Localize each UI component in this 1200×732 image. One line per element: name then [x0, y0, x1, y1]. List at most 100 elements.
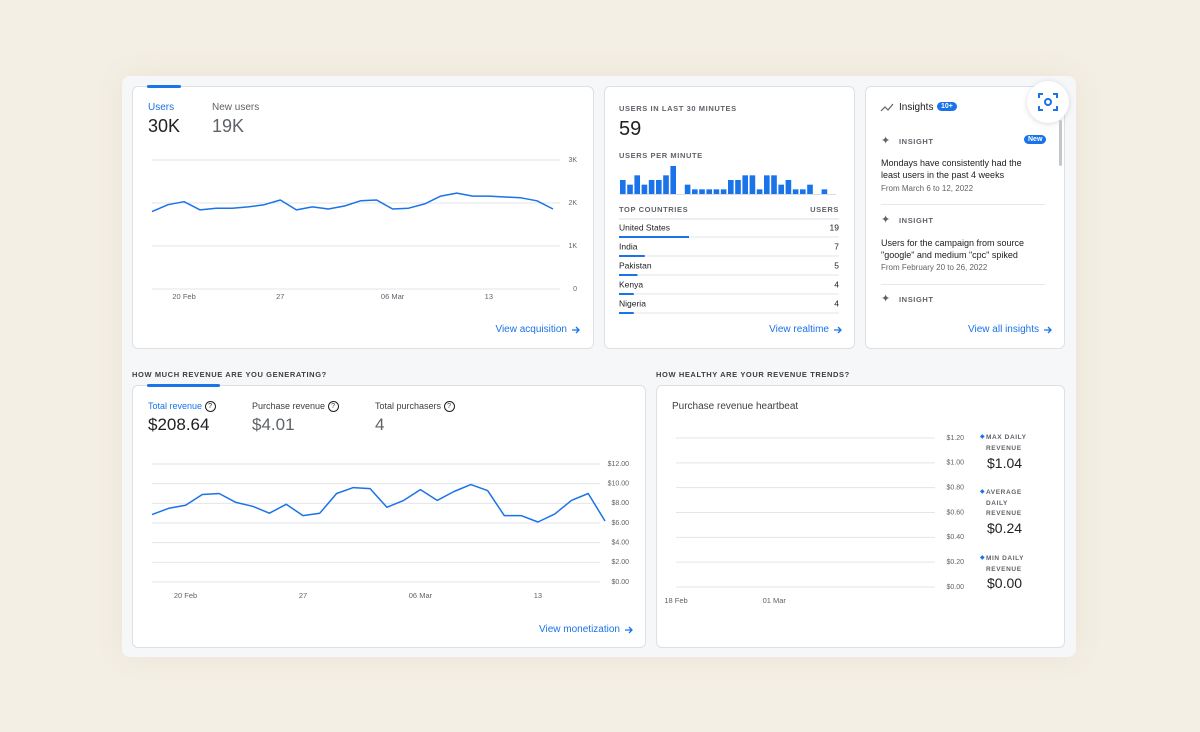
bar	[684, 184, 691, 194]
stat-value: $1.04	[987, 455, 1023, 471]
revenue-card	[132, 385, 646, 648]
help-icon[interactable]: ?	[443, 401, 455, 413]
insight-text[interactable]: Mondays have consistently had the least …	[881, 158, 1022, 180]
link[interactable]: View monetization	[539, 624, 634, 635]
country-users: 19	[830, 222, 840, 232]
bar	[742, 175, 749, 194]
country-name: Pakistan	[619, 260, 652, 270]
bar	[800, 189, 806, 194]
tab-label[interactable]: New users	[212, 102, 260, 113]
tab-value: $208.64	[148, 415, 210, 434]
section-heading: HOW HEALTHY ARE YOUR REVENUE TRENDS?	[656, 370, 850, 379]
link-text[interactable]: View monetization	[539, 624, 620, 635]
country-users: 4	[834, 298, 839, 308]
bar	[771, 175, 777, 194]
realtime-value: 59	[619, 118, 642, 140]
y-tick-label: $0.60	[946, 509, 964, 516]
insight-date: From March 6 to 12, 2022	[881, 184, 974, 193]
bar	[792, 189, 799, 194]
bar	[764, 175, 770, 194]
bar	[692, 189, 698, 194]
card-title: USERS IN LAST 30 MINUTES	[619, 104, 737, 113]
sparkle-icon: ✦	[881, 293, 891, 305]
bar	[620, 180, 626, 194]
tab-label-text[interactable]: Total purchasers	[375, 401, 442, 411]
y-tick-label: $6.00	[611, 520, 629, 527]
y-tick-label: 1K	[568, 243, 577, 250]
scrollbar[interactable]	[1059, 120, 1062, 166]
help-icon[interactable]: ?	[204, 401, 216, 413]
tab-label-text[interactable]: Purchase revenue	[252, 401, 326, 411]
country-name: United States	[619, 222, 670, 232]
country-name: Kenya	[619, 279, 643, 289]
bar	[720, 189, 727, 194]
y-tick-label: $10.00	[608, 481, 630, 488]
new-badge: New	[1024, 135, 1047, 144]
bar	[699, 189, 705, 194]
sparkle-icon: ✦	[881, 135, 891, 147]
stat-label: AVERAGE DAILY REVENUE	[986, 489, 1022, 517]
y-tick-label: $0.40	[946, 534, 964, 541]
country-bar	[619, 255, 645, 257]
y-tick-label: $2.00	[611, 559, 629, 566]
y-tick-label: $12.00	[608, 461, 630, 468]
x-tick-label: 06 Mar	[408, 591, 433, 600]
bar	[807, 184, 813, 194]
bar	[641, 184, 648, 194]
y-tick-label: 3K	[568, 157, 577, 164]
tab-label-text[interactable]: Total revenue	[148, 401, 203, 411]
arrow-icon	[1044, 326, 1052, 333]
y-tick-label: $4.00	[611, 540, 629, 547]
y-tick-label: 0	[573, 286, 577, 293]
x-tick-label: 13	[484, 292, 493, 301]
country-bar	[619, 274, 638, 276]
x-tick-label: 20 Feb	[172, 292, 196, 301]
chart-title: Purchase revenue heartbeat	[672, 401, 799, 412]
link-text[interactable]: View realtime	[769, 324, 829, 335]
x-tick-label: 18 Feb	[664, 596, 688, 605]
bar	[670, 166, 677, 194]
link[interactable]: View realtime	[769, 324, 843, 335]
country-users: 4	[834, 279, 839, 289]
tab-label[interactable]: Users	[148, 102, 175, 113]
y-tick-label: $8.00	[611, 500, 629, 507]
insight-text[interactable]: Users for the campaign from source "goog…	[881, 238, 1025, 260]
data-line	[151, 192, 554, 213]
link-text[interactable]: View acquisition	[495, 324, 567, 335]
stat-label: MAX DAILY REVENUE	[986, 434, 1027, 452]
bullet: ◆	[980, 489, 985, 495]
country-users: 5	[834, 260, 839, 270]
country-name: Nigeria	[619, 298, 646, 308]
link[interactable]: View all insights	[968, 324, 1053, 335]
x-tick-label: 27	[298, 591, 308, 600]
sparkle-icon: ✦	[881, 214, 891, 226]
tab-label[interactable]: Purchase revenue ?	[252, 401, 339, 413]
country-bar	[619, 236, 689, 238]
insights-card	[865, 86, 1065, 349]
x-tick-label: 27	[276, 292, 285, 301]
tab-label[interactable]: Total revenue ?	[148, 401, 216, 413]
section-heading: HOW MUCH REVENUE ARE YOU GENERATING?	[132, 370, 327, 379]
bar	[749, 175, 756, 194]
bullet: ◆	[980, 555, 985, 561]
y-tick-label: $0.20	[946, 559, 964, 566]
bar	[785, 180, 792, 194]
trend-icon	[880, 103, 894, 112]
help-icon[interactable]: ?	[327, 401, 339, 413]
y-tick-label: $0.00	[946, 584, 964, 591]
link[interactable]: View acquisition	[495, 324, 581, 335]
bar	[778, 184, 785, 194]
link-text[interactable]: View all insights	[968, 324, 1039, 335]
scan-icon	[1038, 93, 1058, 111]
x-tick-label: 13	[533, 591, 543, 600]
chart-title: USERS PER MINUTE	[619, 151, 703, 160]
divider	[881, 284, 1045, 285]
y-tick-label: 2K	[568, 200, 577, 207]
scan-button[interactable]	[1027, 81, 1069, 123]
stat-value: $0.00	[987, 575, 1023, 591]
insight-kicker: INSIGHT	[899, 295, 934, 304]
bar	[656, 180, 662, 194]
tab-label[interactable]: Total purchasers ?	[375, 401, 455, 413]
bar	[735, 180, 741, 194]
